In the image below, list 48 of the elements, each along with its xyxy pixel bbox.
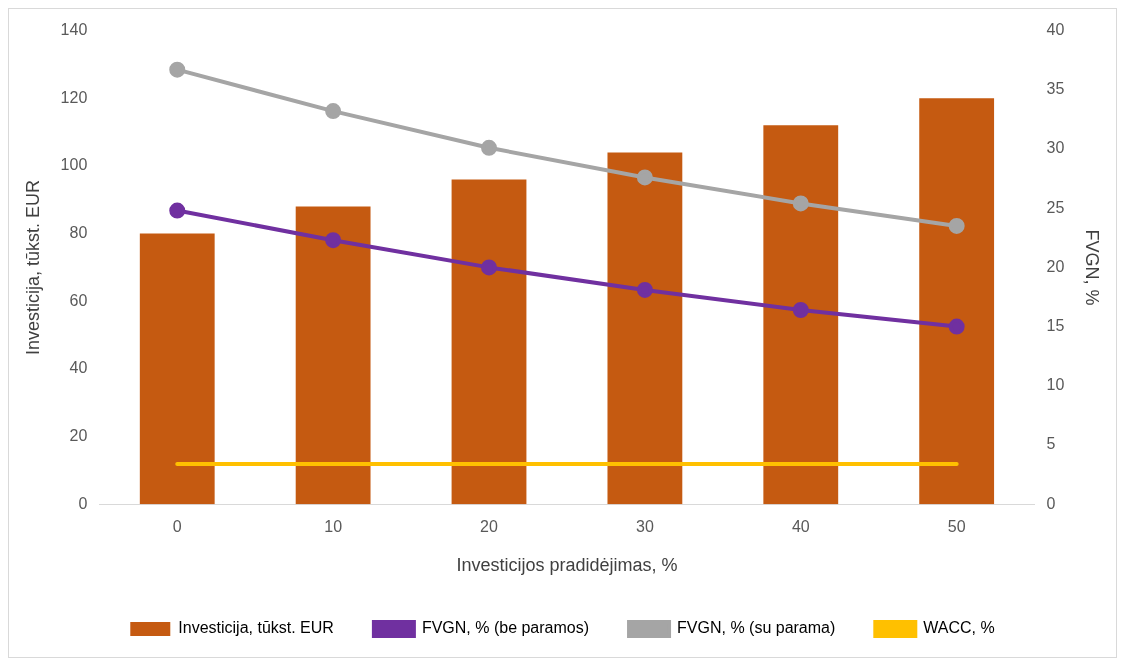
point bbox=[636, 169, 653, 186]
point bbox=[325, 232, 342, 249]
point bbox=[169, 61, 186, 78]
y-tick-label: 0 bbox=[78, 494, 88, 512]
y2-tick-label: 5 bbox=[1046, 435, 1056, 453]
y2-tick-label: 0 bbox=[1046, 494, 1056, 512]
bar bbox=[763, 125, 839, 505]
y2-tick-label: 40 bbox=[1046, 21, 1065, 39]
y2-tick-label: 15 bbox=[1046, 317, 1065, 335]
point bbox=[792, 195, 809, 212]
y2-tick-label: 25 bbox=[1046, 198, 1065, 216]
x-tick-label: 40 bbox=[791, 518, 810, 536]
y2-tick-label: 20 bbox=[1046, 257, 1065, 275]
x-axis-title: Investicijos pradidėjimas, % bbox=[456, 555, 678, 576]
legend-label: WACC, % bbox=[923, 619, 995, 637]
point bbox=[325, 103, 342, 120]
point bbox=[481, 139, 498, 156]
y2-axis-title: FVGN, % bbox=[1082, 229, 1103, 306]
bar bbox=[919, 98, 995, 505]
y2-tick-label: 35 bbox=[1046, 80, 1065, 98]
y2-tick-label: 10 bbox=[1046, 376, 1065, 394]
y-tick-label: 40 bbox=[69, 359, 88, 377]
y-tick-label: 60 bbox=[69, 291, 88, 309]
legend-label: Investicija, tūkst. EUR bbox=[178, 619, 334, 637]
x-tick-label: 0 bbox=[172, 518, 182, 536]
x-tick-label: 20 bbox=[480, 518, 499, 536]
x-tick-label: 50 bbox=[947, 518, 966, 536]
y-tick-label: 80 bbox=[69, 223, 88, 241]
y-tick-label: 120 bbox=[60, 88, 88, 106]
bar bbox=[139, 233, 215, 505]
legend-label: FVGN, % (be paramos) bbox=[421, 619, 590, 637]
y2-tick-label: 30 bbox=[1046, 139, 1065, 157]
y-tick-label: 140 bbox=[60, 21, 88, 39]
point bbox=[948, 318, 965, 335]
x-tick-label: 10 bbox=[324, 518, 343, 536]
point bbox=[948, 217, 965, 234]
legend-label: FVGN, % (su parama) bbox=[677, 619, 836, 637]
point bbox=[792, 302, 809, 319]
y-axis-title: Investicija, tūkst. EUR bbox=[22, 179, 43, 355]
bar bbox=[295, 206, 371, 505]
bar bbox=[451, 179, 527, 505]
bar bbox=[607, 152, 683, 505]
point bbox=[169, 202, 186, 219]
point bbox=[481, 259, 498, 276]
x-tick-label: 30 bbox=[635, 518, 654, 536]
y-tick-label: 20 bbox=[69, 426, 88, 444]
point bbox=[636, 281, 653, 298]
y-tick-label: 100 bbox=[60, 156, 88, 174]
